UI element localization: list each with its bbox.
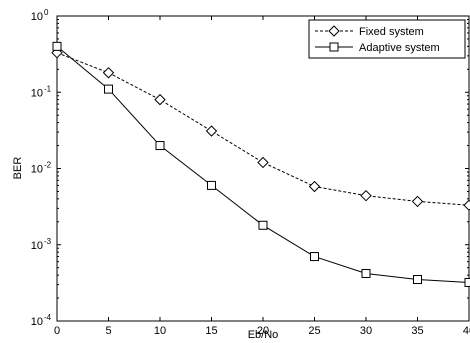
data-point-fixed-system (360, 189, 372, 202)
data-point-fixed-system (205, 125, 218, 137)
data-point-fixed-system (257, 156, 269, 169)
y-tick-exponent: -1 (44, 84, 52, 93)
y-tick-exponent: -2 (44, 161, 52, 170)
data-point-adaptive-system (52, 41, 62, 51)
legend-label-fixed-system: Fixed system (359, 26, 424, 38)
y-tick-exponent: -3 (44, 237, 52, 246)
plot-frame (56, 15, 470, 322)
x-tick-label: 40 (463, 325, 470, 337)
data-point-fixed-system (154, 93, 166, 106)
y-tick-label: 10 (31, 164, 43, 176)
data-point-adaptive-system (310, 252, 319, 262)
y-tick-label: 10 (31, 87, 43, 99)
axis-ticks: 051015202530354010010-110-210-310-4 (31, 8, 470, 337)
x-axis-title: Eb/No (248, 329, 279, 341)
series-line-fixed-system (56, 52, 470, 206)
data-point-fixed-system (463, 199, 470, 211)
data-point-fixed-system (102, 67, 115, 79)
legend-marker-adaptive-system (329, 42, 339, 52)
data-point-adaptive-system (104, 84, 113, 94)
y-tick-base: 10 (31, 11, 43, 23)
legend-label-adaptive-system: Adaptive system (359, 42, 440, 54)
data-point-adaptive-system (464, 277, 470, 287)
legend-marker-fixed-system (328, 25, 340, 37)
series-layer (51, 41, 470, 287)
x-tick-label: 15 (205, 325, 217, 337)
legend: Fixed system Adaptive system (308, 19, 466, 59)
x-tick-label: 30 (360, 325, 372, 337)
data-point-adaptive-system (361, 268, 371, 278)
x-tick-label: 10 (154, 325, 166, 337)
y-tick-base: 10 (31, 240, 43, 252)
x-tick-label: 35 (411, 325, 423, 337)
y-axis-title: BER (12, 157, 24, 180)
y-tick-label: 10 (31, 240, 43, 252)
y-tick-label: 10 (31, 11, 43, 23)
data-point-adaptive-system (155, 141, 165, 151)
y-tick-base: 10 (31, 316, 43, 328)
x-tick-label: 20 (257, 325, 269, 337)
y-tick-exponent: 0 (44, 8, 49, 17)
y-tick-exponent: -4 (44, 313, 52, 322)
data-point-adaptive-system (207, 180, 216, 190)
y-tick-base: 10 (31, 164, 43, 176)
data-point-adaptive-system (258, 220, 268, 230)
data-point-fixed-system (411, 195, 424, 208)
x-tick-label: 0 (54, 325, 60, 337)
y-tick-base: 10 (31, 87, 43, 99)
y-tick-label: 10 (31, 316, 43, 328)
x-tick-label: 25 (308, 325, 320, 337)
data-point-adaptive-system (413, 275, 422, 285)
data-point-fixed-system (308, 180, 321, 193)
x-tick-label: 5 (105, 325, 111, 337)
